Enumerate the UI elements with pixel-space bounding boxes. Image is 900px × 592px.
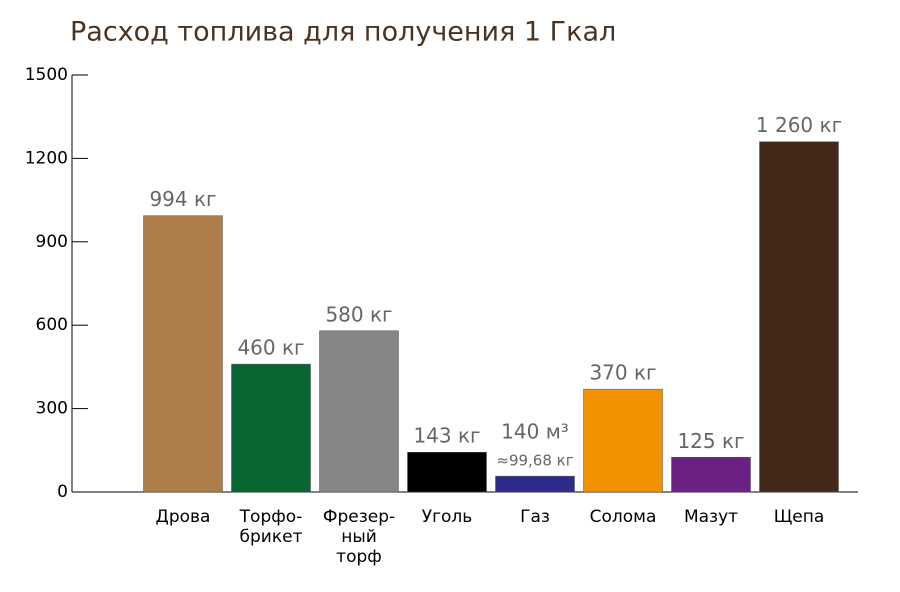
x-tick-label: Дрова — [156, 507, 211, 527]
value-label: 125 кг — [677, 429, 744, 453]
value-label: 580 кг — [325, 302, 392, 326]
bar — [495, 475, 575, 493]
bar — [583, 388, 663, 493]
value-label: 1 260 кг — [756, 113, 842, 137]
y-tick-label: 300 — [36, 399, 68, 419]
value-label: 994 кг — [149, 187, 216, 211]
bar — [231, 363, 311, 493]
x-tick-label: Газ — [520, 507, 550, 527]
annotation: 140 м³ — [501, 420, 569, 444]
bar — [319, 330, 399, 493]
x-tick-label: торф — [336, 547, 382, 567]
x-tick-label: Мазут — [684, 507, 738, 527]
chart-title: Расход топлива для получения 1 Гкал — [70, 17, 616, 48]
x-tick-label: брикет — [240, 527, 303, 547]
y-tick-label: 1200 — [25, 148, 68, 168]
value-label: 370 кг — [589, 361, 656, 385]
bar — [407, 451, 487, 493]
x-tick-label: Солома — [590, 507, 657, 527]
y-tick-label: 600 — [36, 315, 68, 335]
value-label: 143 кг — [413, 424, 480, 448]
y-tick-label: 1500 — [25, 65, 68, 85]
bar — [671, 457, 751, 493]
x-tick-label: Щепа — [774, 507, 825, 527]
bar — [143, 215, 223, 493]
annotation: ≈99,68 кг — [496, 452, 573, 470]
y-tick-label: 900 — [36, 232, 68, 252]
x-tick-label: Фрезер- — [323, 507, 395, 527]
y-tick-label: 0 — [57, 482, 68, 502]
x-tick-label: ный — [341, 527, 377, 547]
x-tick-label: Уголь — [422, 507, 473, 527]
value-label: 460 кг — [237, 336, 304, 360]
x-tick-label: Торфо- — [239, 507, 303, 527]
bar — [759, 141, 839, 493]
